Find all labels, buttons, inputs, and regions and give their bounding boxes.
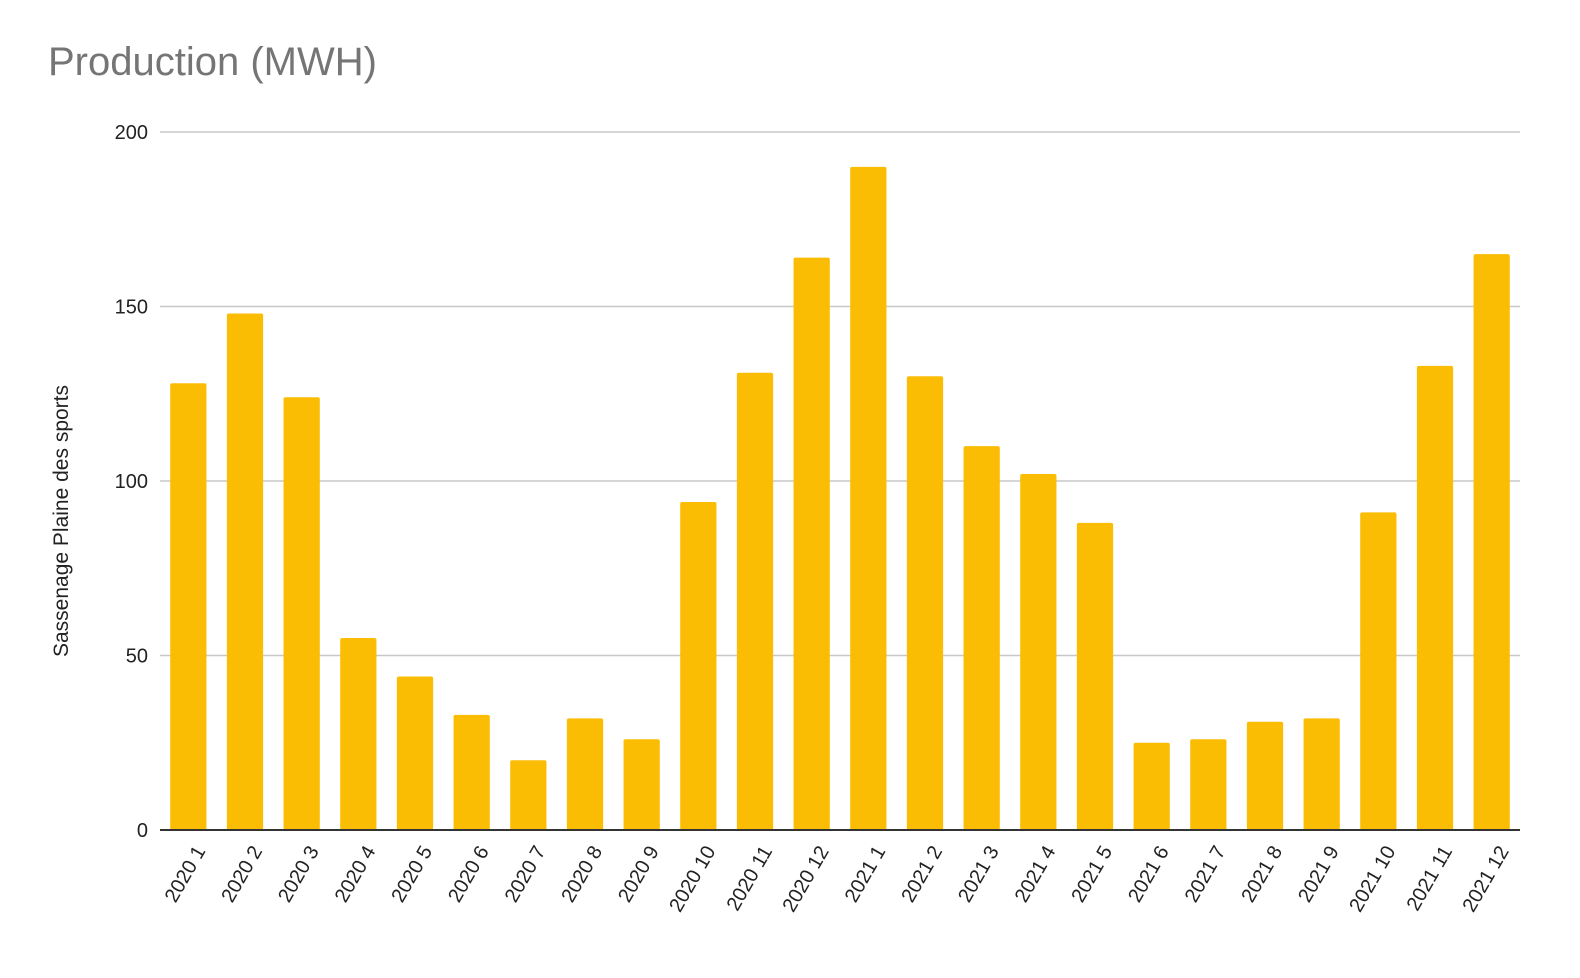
bar [850,166,887,830]
y-tick-label: 200 [115,122,148,144]
bar [1303,718,1340,830]
x-tick-label: 2020 3 [274,842,324,906]
bar [623,739,660,830]
x-tick-label: 2020 5 [387,842,437,906]
bar [340,638,377,830]
x-tick-label: 2021 6 [1124,842,1174,906]
bar [226,313,264,831]
x-tick-label: 2021 4 [1011,842,1061,906]
bar [510,760,547,830]
y-tick-label: 0 [137,820,148,842]
x-tick-label: 2020 7 [501,842,551,906]
x-tick-label: 2021 8 [1237,842,1287,906]
bar [396,676,434,830]
x-tick-label: 2021 2 [897,842,947,906]
bar [453,714,490,830]
x-tick-label: 2021 1 [841,842,891,906]
bar [283,397,320,830]
bar [1473,254,1510,830]
x-tick-label: 2021 12 [1459,842,1514,916]
bar [1416,365,1454,830]
x-tick-label: 2020 2 [217,842,267,906]
x-tick-label: 2020 1 [161,842,211,906]
bar [1133,742,1170,830]
x-tick-label: 2020 12 [779,842,834,916]
x-tick-label: 2021 7 [1181,842,1231,906]
y-tick-label: 50 [126,646,148,668]
chart-title: Production (MWH) [48,40,377,84]
bar [170,383,207,830]
bar [680,501,717,830]
x-tick-label: 2020 4 [331,842,381,906]
bar [566,718,604,830]
x-tick-label: 2021 11 [1403,842,1457,914]
bar [1190,739,1227,830]
y-tick-label: 100 [115,471,148,493]
bar [793,257,830,830]
bar [1020,474,1057,830]
x-tick-label: 2020 11 [723,842,777,914]
bar [963,446,1000,830]
x-tick-label: 2020 10 [665,842,720,916]
bar [906,376,944,830]
x-tick-label: 2021 3 [954,842,1004,906]
bar [1246,721,1284,830]
x-tick-label: 2020 6 [444,842,494,906]
bar [1360,512,1397,830]
bar [1076,522,1114,830]
y-tick-label: 150 [115,297,148,319]
x-tick-label: 2021 5 [1067,842,1117,906]
x-tick-label: 2021 10 [1345,842,1400,916]
x-tick-label: 2020 8 [557,842,607,906]
y-axis-label: Sassenage Plaine des sports [50,385,73,657]
x-tick-label: 2021 9 [1294,842,1344,906]
bar [736,372,774,830]
x-tick-label: 2020 9 [614,842,664,906]
